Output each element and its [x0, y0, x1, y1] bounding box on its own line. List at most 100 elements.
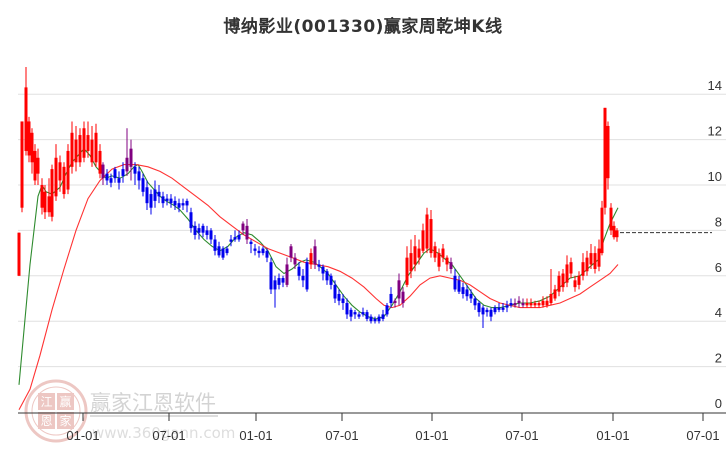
candle	[337, 293, 341, 301]
candle	[40, 185, 44, 208]
candle	[429, 219, 433, 254]
candle	[501, 307, 505, 310]
candle	[465, 289, 469, 297]
candle	[401, 291, 405, 304]
candle	[273, 280, 277, 290]
candle	[557, 275, 561, 292]
candle	[553, 289, 557, 299]
candle	[397, 280, 401, 299]
candle	[277, 278, 281, 285]
candle	[373, 318, 377, 322]
candle	[201, 225, 205, 233]
candle	[177, 203, 181, 208]
x-tick-label: 01-01	[415, 428, 448, 443]
candle	[521, 303, 525, 306]
candle	[409, 253, 413, 272]
candle	[209, 230, 213, 240]
candle	[113, 169, 117, 179]
candle	[289, 246, 293, 258]
candle	[457, 280, 461, 292]
candle	[585, 257, 589, 272]
x-tick-label: 07-01	[152, 428, 185, 443]
candle	[185, 200, 189, 206]
candle	[381, 314, 385, 319]
candle	[317, 264, 321, 267]
candle	[615, 230, 619, 238]
watermark-brand: 赢家江恩软件	[90, 391, 216, 415]
candle	[393, 300, 397, 304]
candle	[125, 157, 129, 172]
candle	[213, 239, 217, 251]
candle	[74, 139, 78, 163]
candle	[389, 293, 393, 304]
candle	[565, 264, 569, 283]
candle	[293, 257, 297, 265]
candle	[329, 275, 333, 285]
candle	[537, 303, 541, 306]
x-tick-label: 01-01	[596, 428, 629, 443]
candle	[78, 135, 82, 163]
candle	[377, 316, 381, 322]
candle	[593, 253, 597, 269]
candle	[149, 194, 153, 208]
candle	[341, 298, 345, 304]
candle	[36, 157, 40, 174]
candle	[153, 189, 157, 201]
candle	[445, 257, 449, 265]
y-tick-label: 8	[715, 214, 722, 229]
watermark-seal-char: 家	[59, 413, 71, 428]
candle	[173, 200, 177, 206]
candle	[47, 196, 51, 213]
candle	[325, 271, 329, 281]
candle	[157, 191, 161, 197]
candle	[197, 228, 201, 233]
candle	[109, 178, 113, 183]
candle	[285, 264, 289, 285]
candle	[549, 293, 553, 304]
watermark-seal-char: 赢	[59, 394, 71, 409]
candle	[603, 107, 607, 208]
candle	[237, 234, 241, 240]
candle	[54, 157, 58, 197]
moving-average-lines	[18, 147, 619, 410]
candle	[269, 262, 273, 290]
candle	[305, 262, 309, 290]
candle	[137, 171, 141, 181]
y-tick-label: 4	[715, 305, 722, 320]
candle	[421, 230, 425, 251]
candle	[541, 300, 545, 306]
candle	[469, 293, 473, 299]
candle	[265, 250, 269, 258]
candle	[357, 314, 361, 317]
candle	[17, 232, 21, 276]
candle	[509, 303, 513, 306]
candle	[225, 248, 229, 254]
x-tick-label: 07-01	[505, 428, 538, 443]
candle	[513, 303, 517, 306]
candle	[58, 162, 62, 181]
candle	[581, 262, 585, 276]
candle	[98, 150, 102, 174]
candle	[577, 275, 581, 285]
candle	[561, 273, 565, 288]
candle	[193, 225, 197, 235]
candle	[609, 207, 613, 231]
candle	[600, 207, 604, 254]
x-tick-label: 07-01	[325, 428, 358, 443]
candle	[612, 225, 616, 238]
candle	[449, 262, 453, 269]
candle	[453, 275, 457, 290]
chart-title: 博纳影业(001330)赢家周乾坤K线	[223, 17, 503, 37]
candle	[101, 164, 105, 179]
candle	[529, 303, 533, 306]
y-tick-label: 0	[715, 396, 722, 411]
candle	[145, 187, 149, 204]
candle	[27, 121, 31, 156]
candle	[485, 309, 489, 313]
candlesticks	[17, 66, 619, 329]
candle	[82, 128, 86, 158]
candle	[525, 303, 529, 306]
candle	[493, 307, 497, 313]
candle	[161, 196, 165, 204]
candle	[169, 198, 173, 204]
